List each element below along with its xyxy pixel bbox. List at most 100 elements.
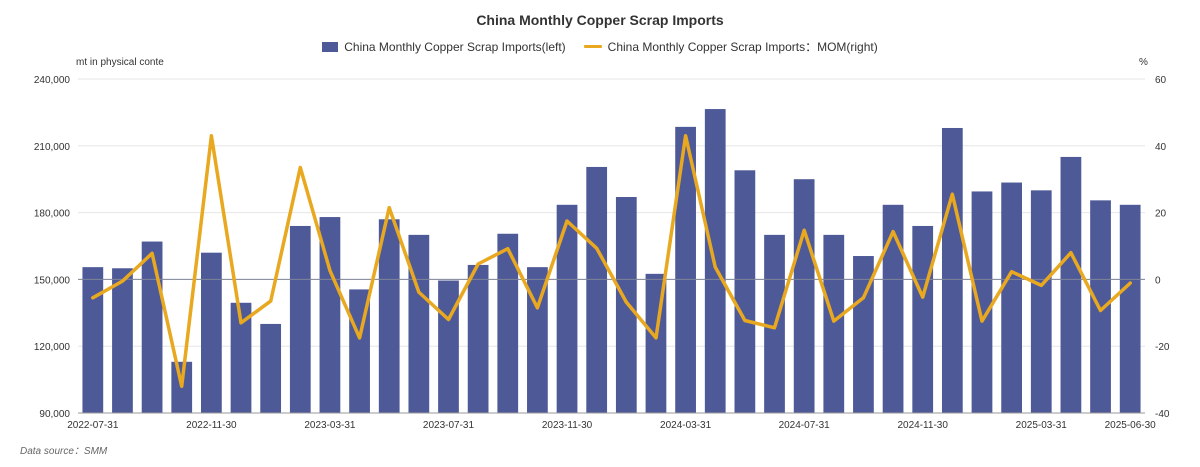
mom-point[interactable] bbox=[150, 251, 154, 255]
mom-point[interactable] bbox=[1099, 308, 1103, 312]
mom-point[interactable] bbox=[180, 384, 184, 388]
y-left-tick-label: 210,000 bbox=[34, 142, 71, 153]
mom-point[interactable] bbox=[624, 300, 628, 304]
bar[interactable] bbox=[793, 179, 815, 413]
bar[interactable] bbox=[378, 219, 400, 413]
bar[interactable] bbox=[556, 204, 578, 413]
legend-label-bars: China Monthly Copper Scrap Imports(left) bbox=[344, 39, 566, 54]
mom-point[interactable] bbox=[358, 336, 362, 340]
mom-point[interactable] bbox=[476, 262, 480, 266]
bar[interactable] bbox=[675, 126, 696, 413]
bar[interactable] bbox=[941, 127, 963, 413]
bar[interactable] bbox=[1001, 182, 1022, 413]
right-axis-unit: % bbox=[1139, 57, 1148, 68]
y-right-tick-label: 0 bbox=[1155, 275, 1161, 286]
y-left-tick-label: 150,000 bbox=[34, 275, 71, 286]
y-right-tick-label: -40 bbox=[1155, 409, 1170, 420]
legend-item-line[interactable]: China Monthly Copper Scrap Imports：MOM(r… bbox=[583, 38, 878, 55]
bar[interactable] bbox=[467, 264, 489, 413]
y-left-tick-label: 240,000 bbox=[34, 75, 71, 86]
mom-point[interactable] bbox=[120, 279, 124, 283]
bar[interactable] bbox=[527, 267, 548, 413]
mom-point[interactable] bbox=[950, 192, 954, 196]
left-axis-unit: mt in physical conte bbox=[76, 57, 164, 68]
mom-point[interactable] bbox=[595, 246, 599, 250]
y-right-tick-label: 20 bbox=[1155, 209, 1167, 220]
mom-point[interactable] bbox=[535, 306, 539, 310]
y-right-tick-label: 60 bbox=[1155, 75, 1167, 86]
mom-line[interactable] bbox=[91, 134, 1132, 389]
mom-point[interactable] bbox=[298, 166, 302, 170]
mom-point[interactable] bbox=[565, 219, 569, 223]
mom-point[interactable] bbox=[802, 228, 806, 232]
legend-item-bars[interactable]: China Monthly Copper Scrap Imports(left) bbox=[322, 39, 566, 54]
y-right-tick-label: -20 bbox=[1155, 342, 1170, 353]
bar[interactable] bbox=[319, 217, 341, 413]
legend-swatch-line bbox=[583, 45, 602, 48]
mom-point[interactable] bbox=[1039, 283, 1043, 287]
y-left-tick-label: 180,000 bbox=[34, 209, 71, 220]
mom-point[interactable] bbox=[654, 336, 658, 340]
x-tick-label: 2022-11-30 bbox=[186, 420, 237, 431]
x-tick-label: 2024-03-31 bbox=[660, 420, 712, 431]
mom-point[interactable] bbox=[921, 295, 925, 299]
mom-point[interactable] bbox=[891, 230, 895, 234]
mom-point[interactable] bbox=[743, 318, 747, 322]
mom-point[interactable] bbox=[328, 268, 332, 272]
mom-point[interactable] bbox=[713, 265, 717, 269]
x-tick-label: 2023-07-31 bbox=[423, 420, 475, 431]
y-left-tick-label: 90,000 bbox=[39, 409, 70, 420]
x-tick-label: 2022-07-31 bbox=[67, 420, 119, 431]
bar[interactable] bbox=[853, 256, 874, 413]
bar[interactable] bbox=[408, 234, 430, 413]
x-tick-label: 2025-06-30 bbox=[1105, 420, 1157, 431]
chart-title: China Monthly Copper Scrap Imports bbox=[476, 12, 724, 28]
x-tick-label: 2025-03-31 bbox=[1016, 420, 1068, 431]
bar[interactable] bbox=[1060, 156, 1082, 413]
mom-point[interactable] bbox=[239, 321, 243, 325]
bar[interactable] bbox=[586, 166, 608, 413]
bar[interactable] bbox=[734, 170, 756, 413]
bar[interactable] bbox=[201, 252, 222, 413]
bar[interactable] bbox=[1090, 200, 1111, 413]
bar[interactable] bbox=[82, 267, 104, 413]
bar[interactable] bbox=[1119, 204, 1141, 413]
mom-point[interactable] bbox=[417, 290, 421, 294]
mom-point[interactable] bbox=[209, 134, 213, 138]
mom-point[interactable] bbox=[861, 296, 865, 300]
bar[interactable] bbox=[141, 241, 163, 413]
y-right-tick-label: 40 bbox=[1155, 142, 1167, 153]
chart-legend: China Monthly Copper Scrap Imports(left)… bbox=[0, 38, 1200, 55]
mom-point[interactable] bbox=[980, 319, 984, 323]
bar[interactable] bbox=[1030, 190, 1052, 413]
bar[interactable] bbox=[112, 268, 133, 413]
mom-point[interactable] bbox=[1069, 251, 1073, 255]
mom-point[interactable] bbox=[773, 326, 777, 330]
mom-point[interactable] bbox=[387, 206, 391, 210]
bar[interactable] bbox=[882, 204, 904, 413]
mom-point[interactable] bbox=[1010, 270, 1014, 274]
mom-point[interactable] bbox=[91, 296, 95, 300]
mom-point[interactable] bbox=[832, 319, 836, 323]
bar[interactable] bbox=[289, 225, 311, 413]
bar[interactable] bbox=[971, 191, 993, 413]
x-tick-label: 2024-07-31 bbox=[779, 420, 831, 431]
legend-label-line: China Monthly Copper Scrap Imports：MOM(r… bbox=[607, 40, 878, 54]
bar[interactable] bbox=[260, 323, 282, 413]
mom-point[interactable] bbox=[684, 134, 688, 138]
bar[interactable] bbox=[823, 234, 845, 413]
mom-point[interactable] bbox=[1128, 281, 1132, 285]
bar[interactable] bbox=[438, 280, 459, 413]
data-source-note: Data source：SMM bbox=[20, 446, 108, 457]
bar[interactable] bbox=[230, 302, 252, 413]
mom-point[interactable] bbox=[446, 317, 450, 321]
mom-point[interactable] bbox=[506, 247, 510, 251]
bar[interactable] bbox=[497, 233, 519, 413]
bar[interactable] bbox=[615, 197, 637, 413]
x-tick-label: 2023-11-30 bbox=[542, 420, 593, 431]
x-tick-label: 2024-11-30 bbox=[897, 420, 948, 431]
bar[interactable] bbox=[912, 225, 934, 413]
x-tick-label: 2023-03-31 bbox=[304, 420, 356, 431]
y-left-tick-label: 120,000 bbox=[34, 342, 71, 353]
mom-point[interactable] bbox=[269, 299, 273, 303]
